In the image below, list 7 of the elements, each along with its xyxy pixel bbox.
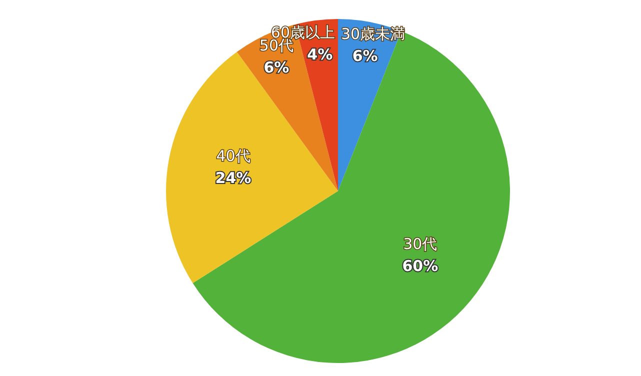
data-label: 6%	[352, 47, 378, 66]
data-label: 4%	[307, 46, 333, 64]
slice-label: 30代	[403, 234, 438, 253]
data-label: 24%	[215, 169, 252, 188]
data-label: 6%	[264, 58, 290, 76]
slice-label: 40代	[216, 147, 250, 166]
data-label: 60%	[402, 256, 438, 275]
